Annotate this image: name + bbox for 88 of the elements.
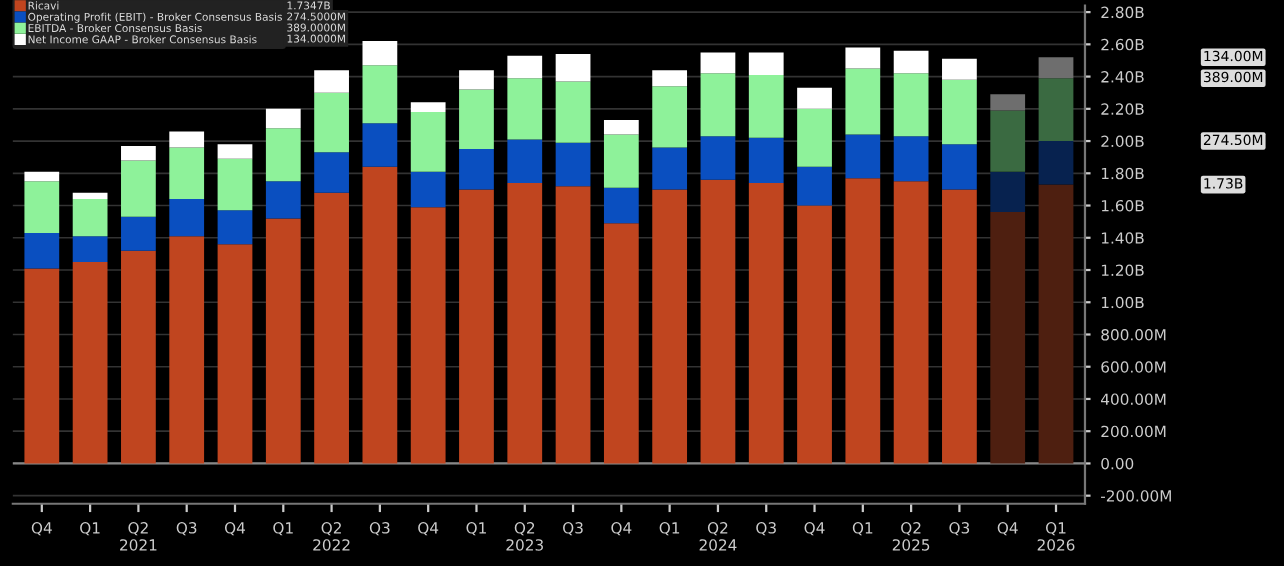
bar bbox=[1038, 141, 1074, 185]
bar bbox=[652, 86, 688, 148]
bar bbox=[169, 236, 205, 464]
bar bbox=[990, 211, 1026, 464]
bar bbox=[362, 123, 398, 167]
bar bbox=[700, 136, 736, 180]
bar bbox=[265, 108, 301, 129]
bar bbox=[217, 210, 253, 245]
bar bbox=[603, 223, 639, 464]
bar bbox=[748, 182, 784, 464]
bar bbox=[217, 144, 253, 159]
bar bbox=[748, 52, 784, 75]
bar bbox=[24, 171, 60, 182]
bar bbox=[459, 149, 494, 190]
bar bbox=[314, 152, 349, 193]
bar bbox=[845, 178, 881, 464]
bar bbox=[990, 94, 1026, 111]
bar bbox=[507, 78, 543, 140]
bar bbox=[265, 218, 301, 464]
bar bbox=[942, 189, 977, 464]
bar bbox=[652, 147, 688, 190]
bar bbox=[748, 74, 784, 138]
bar bbox=[700, 179, 736, 464]
bar bbox=[459, 70, 494, 90]
bar bbox=[459, 189, 494, 464]
bar bbox=[362, 41, 398, 66]
bar bbox=[893, 50, 929, 74]
bar bbox=[507, 182, 543, 464]
bar bbox=[265, 181, 301, 219]
bar bbox=[942, 79, 977, 145]
bar bbox=[1038, 184, 1074, 464]
bar bbox=[1038, 78, 1074, 142]
bar bbox=[845, 134, 881, 179]
bar bbox=[555, 54, 591, 82]
bar bbox=[603, 134, 639, 188]
bar bbox=[845, 68, 881, 135]
bar bbox=[121, 216, 156, 251]
bar bbox=[314, 92, 349, 153]
bar bbox=[700, 73, 736, 137]
bar bbox=[797, 166, 832, 206]
bar bbox=[652, 70, 688, 87]
bar bbox=[603, 187, 639, 224]
bar bbox=[169, 199, 205, 237]
bar bbox=[507, 139, 543, 183]
bar bbox=[410, 102, 446, 113]
bar bbox=[410, 207, 446, 464]
bar bbox=[24, 232, 60, 269]
bar bbox=[990, 110, 1026, 172]
bar bbox=[217, 244, 253, 464]
bar bbox=[797, 108, 832, 167]
bar bbox=[72, 192, 108, 200]
bar bbox=[893, 73, 929, 137]
bar bbox=[555, 142, 591, 187]
bar bbox=[990, 171, 1026, 212]
bar bbox=[797, 87, 832, 109]
bar bbox=[169, 131, 205, 148]
bar bbox=[169, 147, 205, 200]
bar bbox=[362, 65, 398, 124]
bar bbox=[314, 70, 349, 93]
bar bbox=[797, 205, 832, 464]
bar bbox=[217, 158, 253, 211]
bar bbox=[121, 250, 156, 464]
bar bbox=[942, 144, 977, 190]
bar bbox=[845, 47, 881, 69]
bar bbox=[121, 145, 156, 161]
bar bbox=[893, 136, 929, 182]
bar bbox=[603, 120, 639, 135]
bar bbox=[507, 55, 543, 79]
bar bbox=[265, 128, 301, 182]
bar bbox=[314, 192, 349, 464]
bar bbox=[893, 181, 929, 464]
bar bbox=[72, 236, 108, 262]
bar bbox=[410, 112, 446, 172]
bar bbox=[410, 171, 446, 208]
bar bbox=[555, 186, 591, 464]
bar bbox=[748, 137, 784, 183]
bar bbox=[1038, 57, 1074, 79]
bar bbox=[24, 268, 60, 464]
bar bbox=[942, 58, 977, 80]
bar bbox=[121, 160, 156, 217]
bar bbox=[652, 189, 688, 464]
bar bbox=[362, 166, 398, 464]
bar bbox=[72, 199, 108, 237]
bar bbox=[24, 181, 60, 233]
bar bbox=[555, 81, 591, 143]
bar bbox=[700, 52, 736, 74]
bar bbox=[72, 261, 108, 464]
bar bbox=[459, 89, 494, 150]
